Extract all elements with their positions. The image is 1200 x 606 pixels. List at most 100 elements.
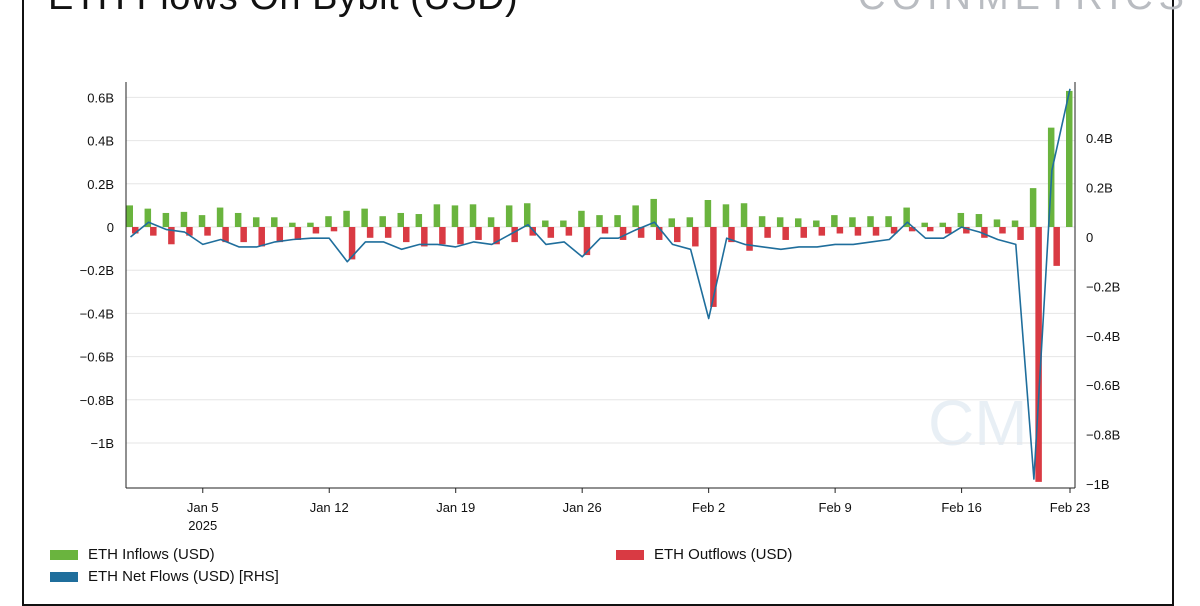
- inflow-bar: [1011, 220, 1019, 227]
- legend-item-net: ETH Net Flows (USD) [RHS]: [50, 568, 279, 585]
- outflow-bar: [493, 227, 500, 245]
- outflow-bar: [601, 227, 609, 234]
- inflow-bar: [722, 204, 730, 227]
- outflow-bar: [294, 227, 302, 240]
- inflow-bar: [957, 212, 965, 227]
- outflow-bar: [222, 227, 229, 243]
- inflow-bar: [289, 222, 296, 227]
- legend-swatch-outflows: [616, 549, 644, 560]
- outflow-bar: [692, 227, 699, 247]
- outflow-bar: [240, 227, 247, 243]
- inflow-bar: [252, 217, 260, 227]
- inflow-bar: [813, 220, 820, 227]
- x-tick-label: Feb 2: [692, 500, 725, 515]
- outflow-bar: [655, 227, 663, 240]
- inflow-bar: [307, 222, 314, 227]
- net-flows-line: [129, 88, 1071, 480]
- outflow-bar: [1035, 227, 1042, 482]
- outflow-bar: [926, 227, 934, 232]
- y-tick-label-left: 0.6B: [87, 90, 114, 105]
- inflow-bar: [216, 207, 224, 227]
- inflow-bar: [560, 220, 567, 227]
- legend-label-inflows: ETH Inflows (USD): [88, 546, 215, 563]
- outflow-bar: [330, 227, 338, 232]
- y-tick-label-right: 0.4B: [1086, 131, 1113, 146]
- inflow-bar: [758, 216, 766, 227]
- inflow-bar: [198, 215, 206, 227]
- inflow-bar: [162, 212, 170, 227]
- outflow-bar: [710, 227, 717, 307]
- outflow-bar: [276, 227, 284, 243]
- inflow-bar: [469, 204, 477, 227]
- outflow-bar: [890, 227, 898, 234]
- y-tick-label-right: −1B: [1086, 477, 1110, 492]
- inflow-bar: [415, 214, 423, 227]
- inflow-bar: [487, 217, 495, 227]
- inflow-bar: [234, 212, 242, 227]
- inflow-bar: [379, 216, 386, 227]
- outflow-bar: [908, 227, 916, 232]
- inflow-bar: [596, 215, 603, 227]
- watermark-logo: CM: [928, 387, 1028, 459]
- inflow-bar: [271, 217, 278, 227]
- inflow-bar: [975, 214, 983, 227]
- inflow-bar: [505, 205, 513, 227]
- inflow-bar: [794, 218, 802, 227]
- y-tick-label-left: 0.4B: [87, 134, 114, 149]
- inflow-bar: [614, 215, 621, 227]
- outflow-bar: [457, 227, 464, 245]
- outflow-bar: [619, 227, 627, 240]
- legend-label-outflows: ETH Outflows (USD): [654, 546, 793, 563]
- y-tick-label-right: 0.2B: [1086, 181, 1113, 196]
- x-tick-label: Jan 26: [563, 500, 602, 515]
- inflow-bar: [126, 205, 133, 227]
- inflow-bar: [740, 203, 748, 227]
- inflow-bar: [433, 204, 441, 227]
- outflow-bar: [475, 227, 482, 240]
- inflow-bar: [704, 200, 712, 227]
- y-tick-label-right: −0.2B: [1086, 279, 1120, 294]
- y-tick-label-right: −0.6B: [1086, 378, 1120, 393]
- inflow-bar: [523, 203, 531, 227]
- x-tick-sublabel: 2025: [188, 518, 217, 533]
- outflow-bar: [439, 227, 446, 245]
- outflow-bar: [312, 227, 320, 234]
- inflow-bar: [831, 215, 838, 227]
- outflow-bar: [547, 227, 555, 238]
- brand-logo: COINMETRICS: [858, 0, 1190, 19]
- inflow-bar: [867, 216, 874, 227]
- outflow-bar: [565, 227, 573, 236]
- outflow-bar: [1053, 227, 1060, 266]
- x-tick-label: Jan 5: [187, 500, 219, 515]
- outflow-bar: [800, 227, 807, 238]
- outflow-bar: [132, 227, 139, 234]
- outflow-bar: [728, 227, 735, 243]
- outflow-bar: [258, 227, 265, 247]
- legend-item-inflows: ETH Inflows (USD): [50, 546, 215, 563]
- inflow-bar: [993, 219, 1001, 227]
- inflow-bar: [668, 218, 676, 227]
- inflow-bar: [578, 210, 585, 227]
- x-tick-label: Feb 16: [941, 500, 981, 515]
- legend-swatch-net: [50, 571, 78, 582]
- y-tick-label-left: −0.2B: [80, 263, 114, 278]
- x-tick-label: Jan 19: [436, 500, 475, 515]
- inflow-bar: [343, 210, 350, 227]
- inflow-bar: [650, 198, 657, 227]
- outflow-bar: [403, 227, 410, 243]
- outflow-bar: [1017, 227, 1024, 240]
- outflow-bar: [150, 227, 157, 236]
- y-tick-label-left: −0.8B: [80, 393, 114, 408]
- y-tick-label-left: 0: [107, 220, 114, 235]
- legend-label-net: ETH Net Flows (USD) [RHS]: [88, 568, 279, 585]
- chart-title: ETH Flows On Bybit (USD): [48, 0, 518, 19]
- outflow-bar: [836, 227, 844, 234]
- outflow-bar: [168, 227, 175, 245]
- outflow-bar: [511, 227, 518, 243]
- legend-swatch-inflows: [50, 549, 78, 560]
- outflow-bar: [782, 227, 789, 240]
- inflow-bar: [849, 217, 856, 227]
- outflow-bar: [854, 227, 862, 236]
- outflow-bar: [872, 227, 880, 236]
- inflow-bar: [1029, 188, 1037, 227]
